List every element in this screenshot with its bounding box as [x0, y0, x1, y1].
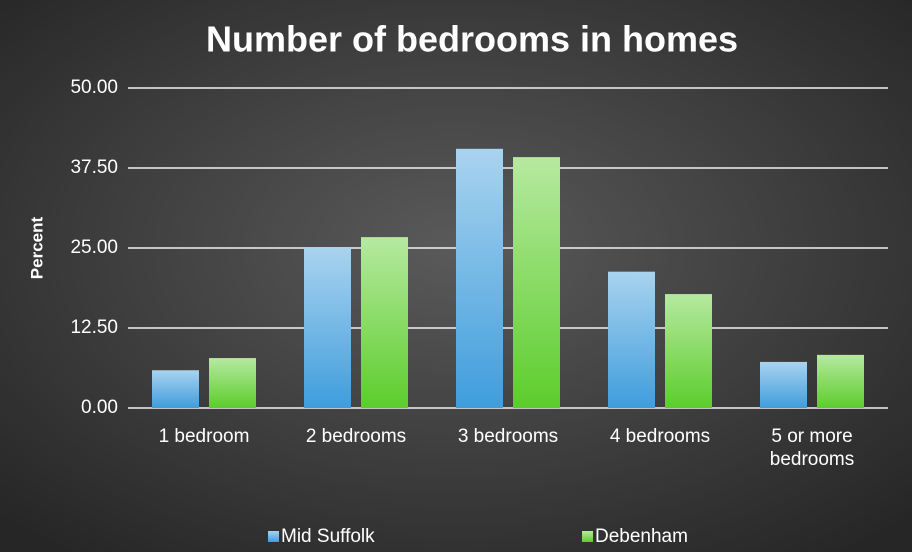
bar — [817, 354, 864, 408]
bar — [665, 294, 712, 408]
x-tick-label: 5 or more bedrooms — [769, 426, 855, 470]
y-tick-label: 25.00 — [70, 237, 118, 258]
x-tick-label: 4 bedrooms — [609, 426, 711, 447]
x-tick-label: 2 bedrooms — [305, 426, 407, 447]
bar — [209, 358, 256, 408]
y-tick-label: 50.00 — [70, 77, 118, 98]
bar — [608, 271, 655, 408]
y-tick-label: 0.00 — [81, 397, 118, 418]
y-axis-label: Percent — [27, 216, 46, 279]
chart-title: Number of bedrooms in homes — [206, 19, 738, 60]
x-tick-label: 1 bedroom — [158, 426, 250, 447]
x-tick-label: 3 bedrooms — [457, 426, 559, 447]
bar — [456, 148, 503, 409]
bar — [304, 248, 351, 408]
legend-label: Mid Suffolk — [281, 526, 375, 547]
y-tick-label: 37.50 — [70, 157, 118, 178]
bar — [513, 157, 560, 408]
legend-swatch — [582, 531, 593, 542]
y-tick-label: 12.50 — [70, 317, 118, 338]
legend-label: Debenham — [595, 526, 688, 547]
bar — [760, 361, 807, 408]
bar — [361, 237, 408, 408]
bar — [152, 370, 199, 408]
legend-swatch — [268, 531, 279, 542]
